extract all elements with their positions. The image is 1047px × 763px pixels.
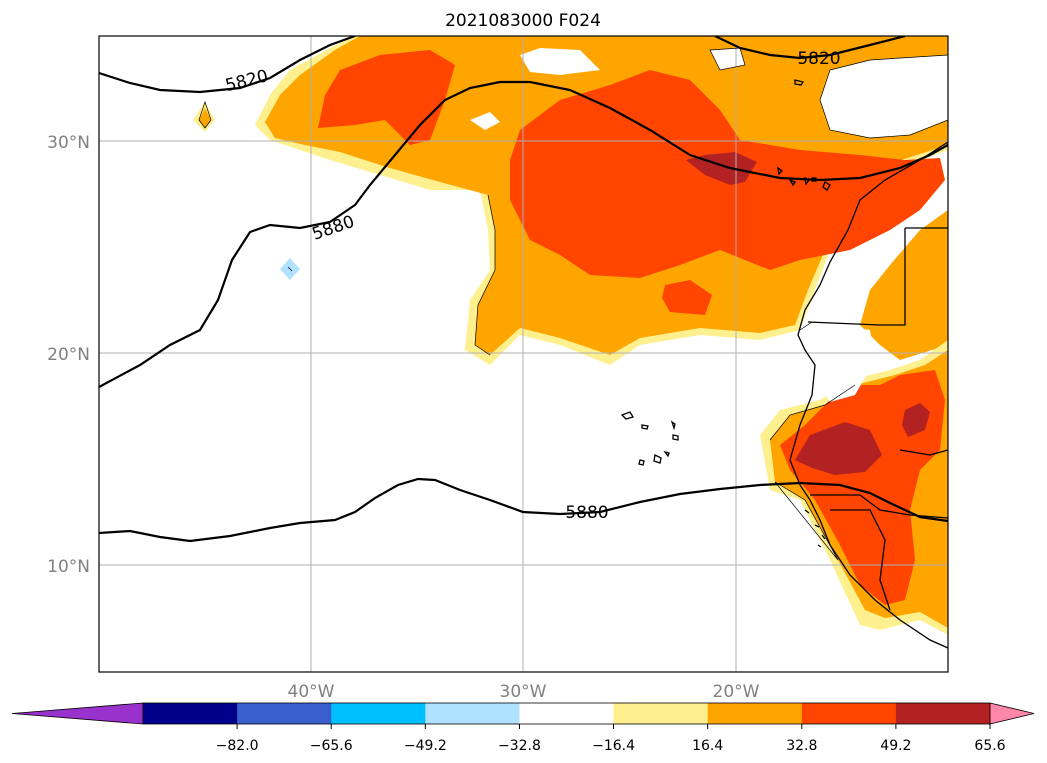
map-title: 2021083000 F024 xyxy=(445,11,601,31)
lat-label-10n: 10°N xyxy=(47,557,90,577)
contour-5820-east xyxy=(714,36,906,60)
border-a xyxy=(807,227,948,326)
bijagos xyxy=(804,509,826,548)
colorbar-tick-label: 65.6 xyxy=(974,738,1005,754)
cape-verde-2 xyxy=(641,424,649,430)
colorbar-tick-label: −65.6 xyxy=(310,738,353,754)
field-red-south xyxy=(780,370,945,605)
colorbar-segment xyxy=(237,703,332,724)
colorbar-extend-high xyxy=(989,702,1035,725)
cape-verde-5 xyxy=(638,459,645,466)
outline-south xyxy=(769,384,856,561)
lon-label-30w: 30°W xyxy=(500,682,547,702)
colorbar-tick-label: 49.2 xyxy=(880,738,911,754)
field-orange-east xyxy=(860,210,948,360)
cape-verde-3 xyxy=(670,420,676,431)
coastlines xyxy=(620,79,948,649)
field-hole-b xyxy=(470,112,500,130)
contour-label-5880-south: 5880 xyxy=(565,503,608,523)
outline-north xyxy=(474,194,813,356)
colorbar-frame xyxy=(142,702,991,725)
height-contours xyxy=(99,36,948,543)
border-c xyxy=(830,509,891,611)
lat-label-20n: 20°N xyxy=(47,345,90,365)
shaded-fields xyxy=(193,36,948,635)
outline-blue xyxy=(287,266,293,272)
colorbar-segment xyxy=(613,703,709,724)
colorbar-segment xyxy=(519,703,615,724)
field-red-small xyxy=(662,280,712,315)
lon-label-40w: 40°W xyxy=(288,682,335,702)
colorbar-segment xyxy=(895,703,991,724)
cape-verde-7 xyxy=(663,450,670,458)
lon-label-20w: 20°W xyxy=(713,682,760,702)
canary-4 xyxy=(822,181,831,191)
contour-5820-west xyxy=(99,36,356,94)
canary-1 xyxy=(777,166,783,176)
border-b xyxy=(810,494,948,519)
madeira xyxy=(794,79,805,86)
outline-small-nw xyxy=(198,100,212,129)
colorbar-tick-label: −49.2 xyxy=(404,738,447,754)
cape-verde-6 xyxy=(653,454,662,464)
contour-5880-south xyxy=(99,477,948,543)
colorbar-segment xyxy=(331,703,426,724)
outline-hole-d xyxy=(819,54,948,139)
field-hole-e xyxy=(808,325,875,402)
canary-2 xyxy=(788,178,796,187)
border-d xyxy=(899,449,948,456)
coastline-africa xyxy=(789,141,948,649)
field-hole-d xyxy=(820,55,948,138)
field-hole-a xyxy=(520,48,600,75)
cape-verde-1 xyxy=(620,411,634,420)
colorbar-tick-label: 16.4 xyxy=(692,738,723,754)
field-small-cell-nw-inner xyxy=(199,108,211,128)
colorbar-segment xyxy=(707,703,803,724)
colorbar-tick-label: −82.0 xyxy=(216,738,259,754)
map-frame xyxy=(98,35,949,673)
outline-hole-c xyxy=(709,47,746,71)
cape-verde-4 xyxy=(672,434,679,441)
colorbar-segment xyxy=(425,703,520,724)
colorbar-tick-label: −16.4 xyxy=(592,738,635,754)
field-darkred-south xyxy=(795,422,882,475)
map-panel: 5820 5820 5880 5880 xyxy=(98,35,949,673)
lat-label-30n: 30°N xyxy=(47,133,90,153)
colorbar-extend-low xyxy=(11,702,144,725)
field-outlines xyxy=(198,47,948,561)
colorbar-segment xyxy=(801,703,897,724)
colorbar-segment xyxy=(143,703,238,724)
colorbar-tick-label: 32.8 xyxy=(786,738,817,754)
field-darkred-east xyxy=(902,403,930,437)
colorbar-tick-label: −32.8 xyxy=(498,738,541,754)
colorbar: −82.0 −65.6 −49.2 −32.8 −16.4 16.4 32.8 49.2 65.… xyxy=(11,702,1035,754)
contour-5880-north xyxy=(99,80,948,388)
contour-label-5820-east: 5820 xyxy=(797,49,840,69)
field-red-west xyxy=(318,50,455,145)
